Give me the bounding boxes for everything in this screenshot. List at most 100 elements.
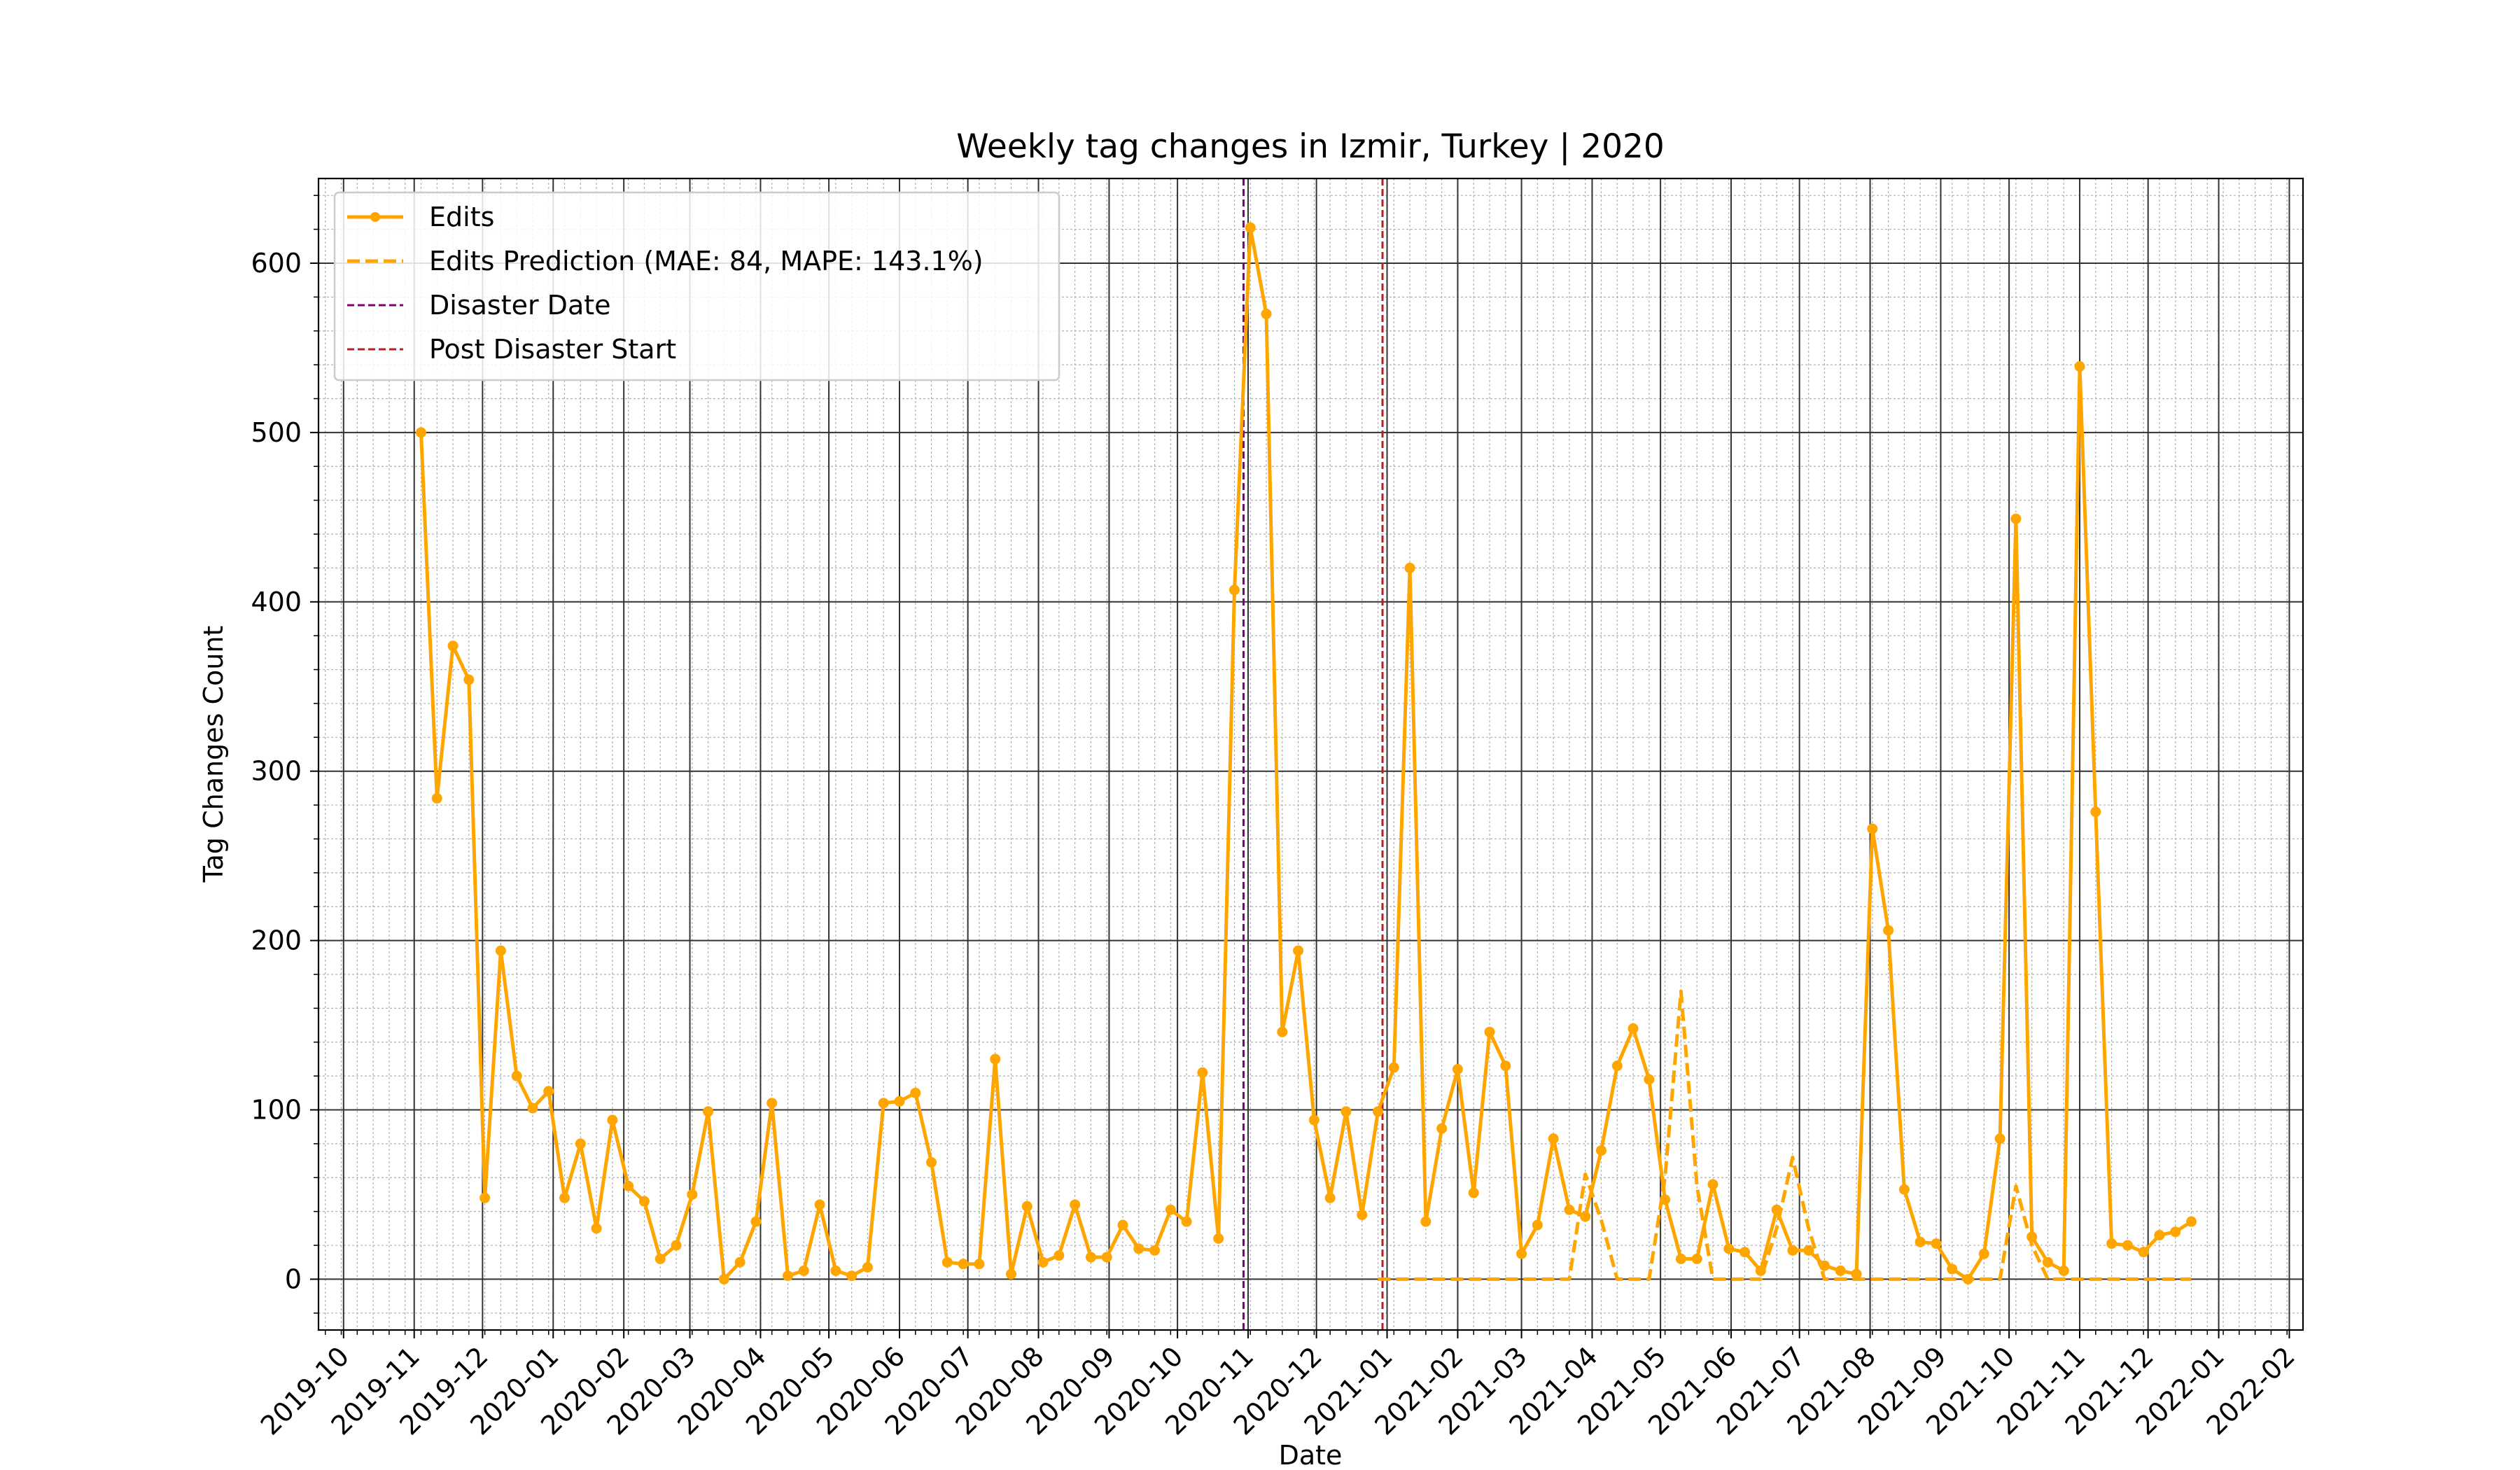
legend-box (333, 191, 1060, 382)
edits-point (431, 792, 442, 804)
edits-point (1213, 1233, 1224, 1244)
edits-point (2042, 1256, 2053, 1268)
edits-point (1740, 1247, 1751, 1258)
edits-point (1500, 1060, 1511, 1072)
edits-point (527, 1102, 538, 1114)
edits-point (894, 1096, 905, 1107)
edits-point (591, 1223, 602, 1234)
edits-point (1516, 1248, 1527, 1259)
y-axis-label: Tag Changes Count (198, 626, 229, 883)
legend-marker-edits (370, 212, 380, 222)
edits-point (926, 1157, 937, 1168)
edits-point (1468, 1187, 1479, 1198)
edits-point (990, 1054, 1001, 1065)
edits-point (575, 1138, 586, 1149)
edits-point (1005, 1268, 1016, 1280)
edits-point (1085, 1252, 1096, 1263)
edits-point (1388, 1062, 1399, 1073)
edits-point (1595, 1145, 1606, 1156)
edits-point (1245, 222, 1256, 233)
edits-point (958, 1259, 969, 1270)
y-tick-label: 0 (285, 1264, 302, 1294)
edits-point (1117, 1219, 1128, 1231)
edits-point (1308, 1114, 1320, 1126)
edits-point (1070, 1199, 1081, 1210)
edits-point (1357, 1210, 1368, 1220)
edits-point (2010, 513, 2022, 524)
edits-point (1914, 1236, 1926, 1247)
edits-point (1165, 1204, 1176, 1215)
edits-point (1420, 1216, 1432, 1227)
edits-point (1691, 1253, 1702, 1264)
y-tick-label: 200 (251, 925, 302, 956)
edits-point (878, 1098, 889, 1109)
edits-point (511, 1070, 522, 1082)
edits-point (1947, 1264, 1958, 1275)
edits-point (1373, 1106, 1384, 1117)
edits-point (1707, 1179, 1718, 1190)
edits-point (2074, 361, 2085, 372)
y-tick-label: 300 (251, 756, 302, 787)
edits-point (1644, 1074, 1655, 1085)
edits-point (1931, 1238, 1942, 1250)
minor-grid (318, 178, 2303, 1330)
edits-point (1851, 1268, 1862, 1280)
edits-point (1404, 562, 1415, 573)
edits-point (654, 1253, 666, 1264)
edits-point (2186, 1216, 2197, 1227)
edits-point (766, 1098, 778, 1109)
edits-point (1054, 1250, 1065, 1261)
edits-point (1787, 1245, 1798, 1256)
edits-point (1564, 1204, 1575, 1215)
edits-line (419, 225, 2192, 1281)
y-tick-label: 400 (251, 587, 302, 617)
plot-frame (317, 177, 2304, 1331)
legend-label-edits: Edits (429, 202, 494, 232)
major-grid (318, 178, 2303, 1330)
edits-point (783, 1270, 794, 1282)
edits-point (2106, 1238, 2118, 1250)
edits-point (1548, 1133, 1559, 1144)
edits-point (814, 1199, 825, 1210)
chart-title: Weekly tag changes in Izmir, Turkey | 20… (956, 127, 1665, 166)
edits-point (1898, 1184, 1910, 1195)
edits-point (2154, 1230, 2165, 1241)
edits-point (1021, 1200, 1032, 1212)
edits-point (703, 1106, 714, 1117)
edits-point (1293, 945, 1304, 956)
edits-point (1037, 1256, 1049, 1268)
x-axis-label: Date (1279, 1440, 1343, 1470)
edits-point (1101, 1252, 1112, 1263)
edits-point (1181, 1216, 1192, 1227)
edits-point (1819, 1260, 1830, 1271)
edits-point (1228, 584, 1240, 596)
edits-point (1277, 1026, 1288, 1037)
edits-point (718, 1273, 729, 1284)
legend-label-prediction: Edits Prediction (MAE: 84, MAPE: 143.1%) (429, 246, 983, 276)
edits-point (2090, 806, 2101, 818)
edits-point (1197, 1067, 1208, 1078)
edits-point (974, 1259, 985, 1270)
edits-point (1484, 1026, 1495, 1037)
edits-point (2138, 1247, 2149, 1258)
edits-point (1261, 309, 1272, 320)
edits-point (671, 1240, 682, 1251)
edits-point (734, 1256, 746, 1268)
edits-point (941, 1256, 953, 1268)
edits-point (910, 1087, 921, 1098)
edits-point (1675, 1253, 1686, 1264)
edits-point (1611, 1060, 1623, 1072)
edits-point (1835, 1265, 1846, 1276)
edits-point (750, 1216, 762, 1227)
edits-point (1149, 1245, 1161, 1256)
edits-point (1723, 1243, 1735, 1254)
edits-point (623, 1180, 634, 1191)
y-tick-label: 100 (251, 1095, 302, 1126)
edits-point (1436, 1123, 1448, 1134)
edits-point (1628, 1023, 1639, 1034)
edits-point (2170, 1226, 2181, 1238)
edits-point (607, 1114, 618, 1126)
y-tick-label: 500 (251, 417, 302, 448)
legend-label-disaster: Disaster Date (429, 290, 611, 321)
